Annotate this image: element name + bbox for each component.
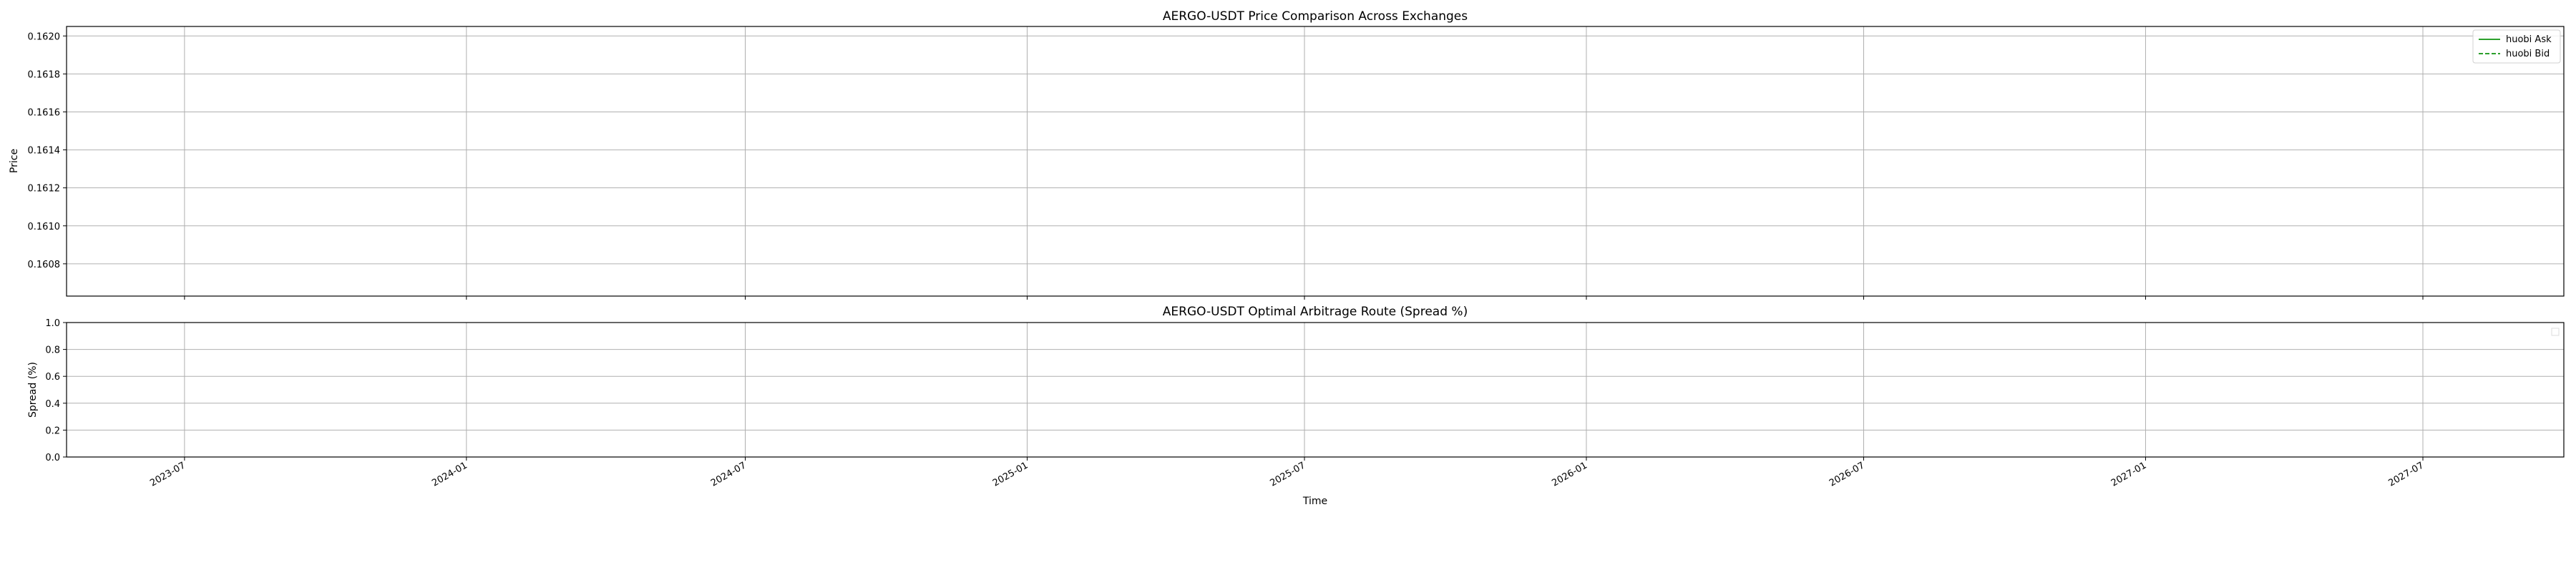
price-chart-grid bbox=[67, 26, 2564, 296]
spread-chart-empty-legend bbox=[2551, 328, 2560, 336]
price-y-tick-label: 0.1620 bbox=[28, 31, 61, 42]
price-y-tick-label: 0.1608 bbox=[28, 260, 61, 270]
spread-chart-title: AERGO-USDT Optimal Arbitrage Route (Spre… bbox=[1163, 305, 1468, 319]
price-chart-title: AERGO-USDT Price Comparison Across Excha… bbox=[1163, 9, 1468, 24]
legend-label-ask: huobi Ask bbox=[2506, 34, 2552, 45]
spread-y-tick-label: 0.6 bbox=[45, 372, 60, 383]
price-y-tick-label: 0.1610 bbox=[28, 222, 61, 232]
price-chart-x-ticks bbox=[184, 296, 2424, 300]
spread-x-tick-label: 2023-07 bbox=[148, 460, 187, 488]
spread-chart-frame bbox=[66, 322, 2565, 458]
spread-chart-ylabel: Spread (%) bbox=[27, 362, 39, 418]
spread-x-tick-label: 2027-01 bbox=[2109, 460, 2149, 488]
price-chart-frame bbox=[66, 26, 2565, 297]
arbitrage-spread-panel: AERGO-USDT Optimal Arbitrage Route (Spre… bbox=[27, 305, 2565, 507]
spread-y-tick-label: 1.0 bbox=[45, 318, 60, 329]
spread-chart-x-ticks: 2023-07 2024-01 2024-07 2025-01 2025-07 2026-… bbox=[148, 457, 2426, 489]
legend-box bbox=[2472, 29, 2561, 64]
price-chart-ylabel: Price bbox=[9, 149, 20, 173]
spread-x-tick-label: 2027-07 bbox=[2386, 460, 2426, 488]
spread-chart-y-ticks: 0.0 0.2 0.4 0.6 0.8 1.0 bbox=[45, 318, 67, 463]
spread-y-tick-label: 0.2 bbox=[45, 426, 60, 436]
spread-x-tick-label: 2025-07 bbox=[1268, 460, 1307, 488]
price-y-tick-label: 0.1618 bbox=[28, 69, 61, 80]
spread-y-tick-label: 0.4 bbox=[45, 399, 60, 410]
price-y-tick-label: 0.1616 bbox=[28, 107, 61, 118]
spread-x-tick-label: 2025-01 bbox=[991, 460, 1030, 488]
spread-x-tick-label: 2024-01 bbox=[430, 460, 469, 488]
spread-x-tick-label: 2024-07 bbox=[709, 460, 748, 488]
spread-x-tick-label: 2026-07 bbox=[1828, 460, 1867, 488]
spread-x-tick-label: 2026-01 bbox=[1550, 460, 1589, 488]
spread-chart-grid bbox=[67, 322, 2564, 458]
spread-y-tick-label: 0.8 bbox=[45, 345, 60, 356]
legend-label-bid: huobi Bid bbox=[2506, 49, 2550, 59]
price-chart-legend: huobi Ask huobi Bid bbox=[2472, 29, 2561, 64]
price-comparison-panel: AERGO-USDT Price Comparison Across Excha… bbox=[9, 9, 2565, 300]
price-y-tick-label: 0.1612 bbox=[28, 184, 61, 195]
spread-y-tick-label: 0.0 bbox=[45, 453, 60, 463]
price-chart-y-ticks: 0.1608 0.1610 0.1612 0.1614 0.1616 0.1618 0.16… bbox=[28, 31, 67, 270]
time-axis-label: Time bbox=[1302, 496, 1327, 507]
price-y-tick-label: 0.1614 bbox=[28, 146, 61, 157]
